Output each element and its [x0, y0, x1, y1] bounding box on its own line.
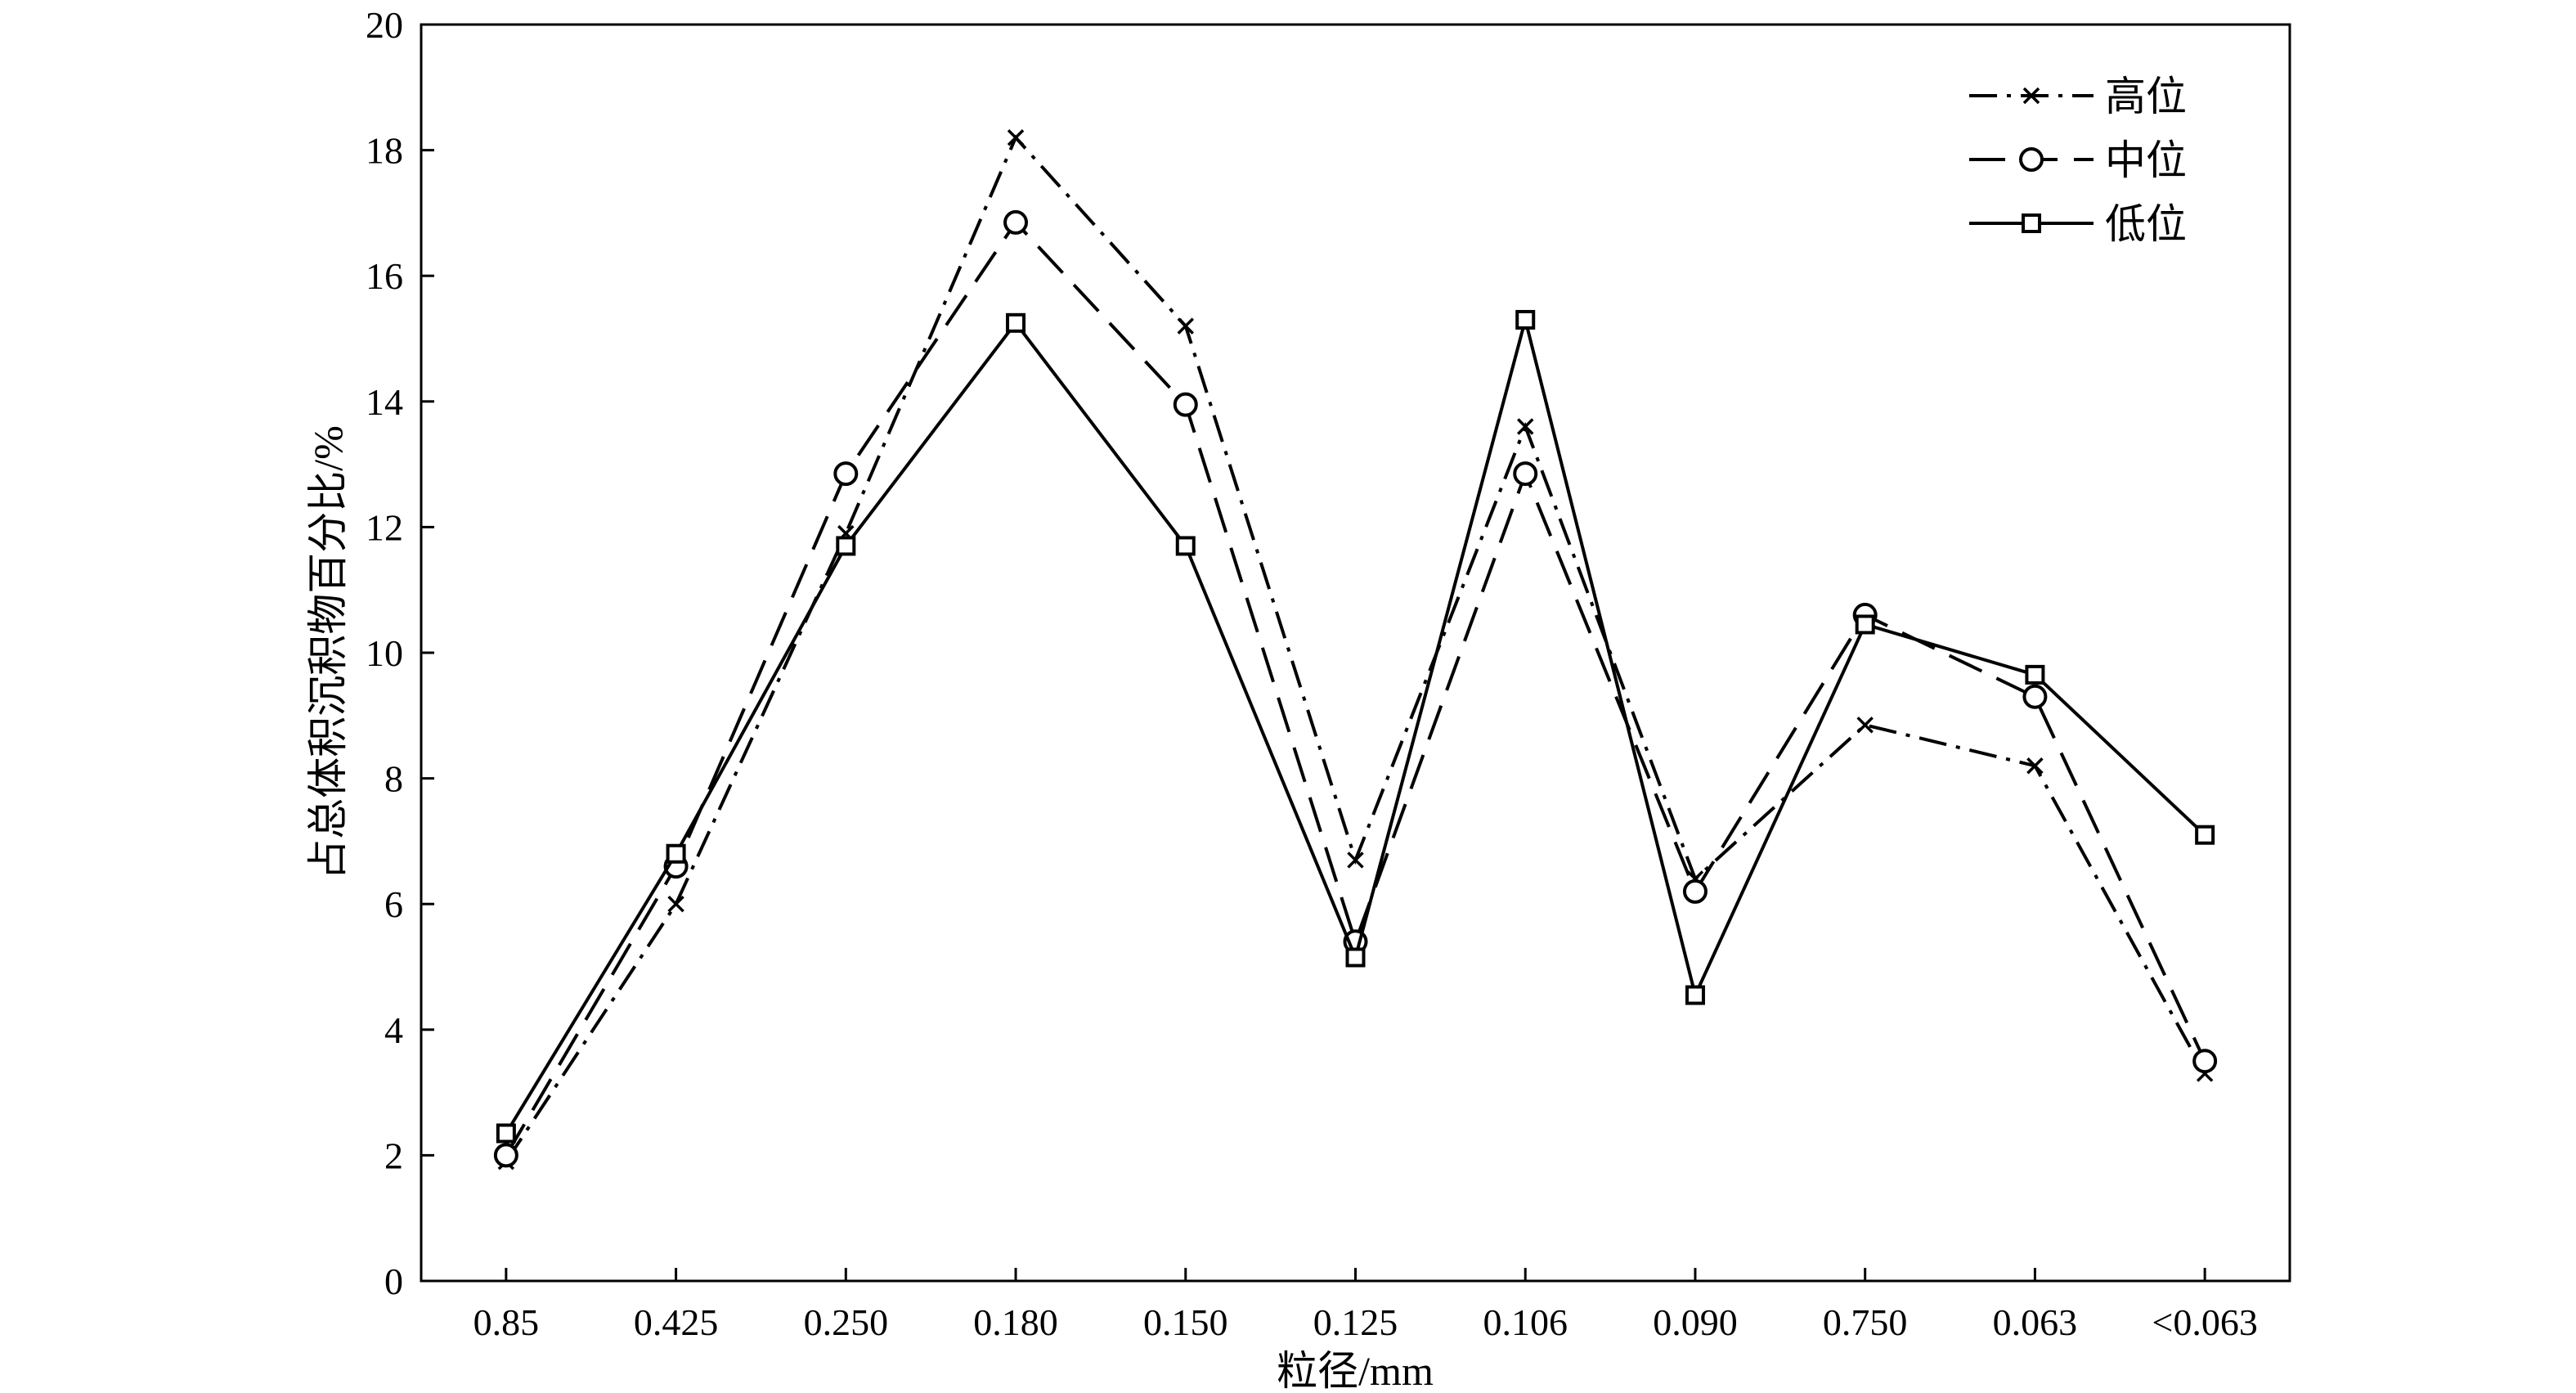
x-tick-label: 0.750	[1823, 1301, 1908, 1343]
series-square	[496, 309, 2215, 1144]
data-point-circle	[1003, 209, 1029, 235]
data-point-x-mark	[1177, 317, 1195, 335]
plot-frame	[420, 23, 2291, 1283]
x-tick-label: 0.85	[473, 1301, 540, 1343]
data-point-square	[496, 1123, 516, 1144]
x-tick-label: 0.425	[634, 1301, 719, 1343]
y-tick-label: 4	[384, 1009, 403, 1051]
data-point-x-mark	[1347, 852, 1364, 869]
data-point-square	[666, 843, 686, 864]
legend-label: 低位	[2105, 201, 2187, 247]
data-point-circle	[493, 1143, 518, 1168]
data-point-square	[2195, 825, 2215, 845]
legend-entry: 低位	[1969, 201, 2187, 247]
data-point-square	[1685, 985, 1705, 1005]
data-point-x-mark-stroke	[667, 895, 684, 913]
x-axis: 0.85 0.425 0.250 0.180 0.150 0.125 0.106 0.090 0…	[473, 1268, 2258, 1343]
data-point-x-mark-stroke	[1516, 418, 1534, 435]
data-point-x-mark	[1516, 418, 1534, 435]
data-point-x-mark-stroke	[1007, 129, 1025, 146]
x-tick-label: 0.063	[1993, 1301, 2078, 1343]
data-point-square	[1175, 536, 1196, 556]
series-circle	[493, 209, 2218, 1168]
data-point-x-mark-stroke	[2026, 757, 2044, 775]
data-point-circle	[2192, 1049, 2218, 1074]
data-point-x-mark-stroke	[1347, 852, 1364, 869]
legend-marker-circle	[2019, 147, 2044, 172]
legend-label: 中位	[2105, 137, 2187, 183]
legend-entry: 中位	[1969, 137, 2187, 183]
legend-marker-x-mark-stroke	[2022, 87, 2040, 105]
data-point-circle	[833, 461, 859, 487]
legend-marker-square	[2022, 213, 2041, 233]
y-tick-label: 2	[384, 1135, 403, 1176]
x-tick-label: 0.106	[1483, 1301, 1568, 1343]
data-point-square	[1345, 947, 1366, 968]
data-point-square	[1515, 309, 1536, 330]
y-tick-label: 20	[366, 4, 403, 46]
y-axis: 0 2 4 6 8 10 12 14 16 18 20	[366, 4, 434, 1302]
x-tick-label: 0.180	[973, 1301, 1058, 1343]
data-point-square	[1006, 312, 1026, 333]
y-tick-label: 6	[384, 883, 403, 925]
y-tick-label: 14	[366, 381, 403, 423]
data-point-x-mark-stroke	[1856, 717, 1874, 734]
y-tick-label: 12	[366, 506, 403, 548]
data-point-square	[1855, 614, 1875, 635]
y-tick-label: 8	[384, 758, 403, 800]
data-point-square	[836, 536, 856, 556]
series-line	[505, 313, 2206, 1135]
legend-label: 高位	[2105, 74, 2187, 119]
data-point-x-mark-stroke	[1177, 317, 1195, 335]
data-point-circle	[1513, 461, 1538, 487]
y-tick-label: 0	[384, 1260, 403, 1302]
x-tick-label: 0.090	[1653, 1301, 1738, 1343]
legend-entry: 高位	[1969, 74, 2187, 119]
y-tick-label: 16	[366, 255, 403, 297]
legend-marker-x-mark	[2022, 87, 2040, 105]
x-tick-label: 0.250	[804, 1301, 889, 1343]
data-point-square	[2025, 664, 2045, 685]
data-point-circle	[2022, 684, 2048, 709]
data-point-circle	[1173, 392, 1198, 417]
data-point-circle	[1682, 878, 1708, 904]
x-tick-label: 0.125	[1313, 1301, 1398, 1343]
x-axis-title: 粒径/mm	[1277, 1348, 1434, 1393]
y-axis-title: 占总体积沉积物百分比/%	[305, 425, 351, 880]
y-tick-label: 10	[366, 632, 403, 674]
data-point-x-mark	[2026, 757, 2044, 775]
data-point-x-mark	[667, 895, 684, 913]
series-layer	[493, 129, 2218, 1171]
data-point-x-mark	[1007, 129, 1025, 146]
y-tick-label: 18	[366, 130, 403, 172]
series-line	[505, 219, 2206, 1157]
data-point-x-mark	[1856, 717, 1874, 734]
x-tick-label: <0.063	[2152, 1301, 2257, 1343]
x-tick-label: 0.150	[1143, 1301, 1228, 1343]
